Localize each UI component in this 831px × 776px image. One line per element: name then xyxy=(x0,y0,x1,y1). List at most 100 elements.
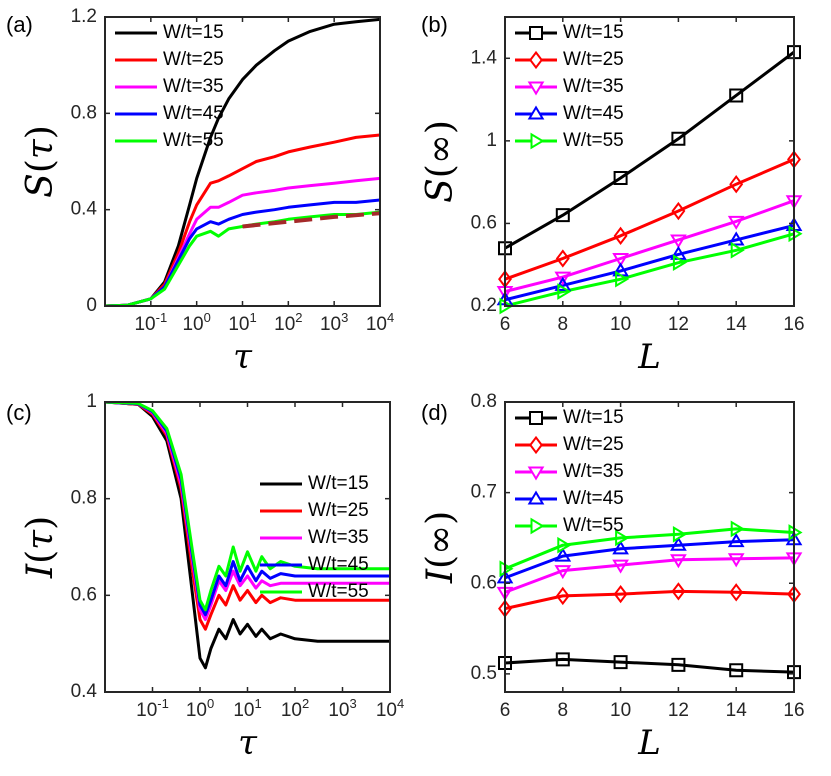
data-point-marker xyxy=(615,270,630,288)
tick-exponent: -1 xyxy=(157,696,169,711)
x-tick-label: 10-1 xyxy=(134,310,167,335)
data-point-marker xyxy=(671,657,686,672)
data-point-marker xyxy=(613,655,628,670)
data-point-marker xyxy=(555,249,570,268)
series-line-W/t=45 xyxy=(505,224,794,302)
data-point-marker xyxy=(729,175,744,194)
ylabel-paren: ) xyxy=(20,125,61,139)
tick-base: 10 xyxy=(228,314,249,335)
series-line-W/t=35 xyxy=(105,176,380,306)
data-point-marker xyxy=(730,520,745,538)
x-axis-label: L xyxy=(637,723,661,763)
y-tick-label: 0 xyxy=(86,295,97,316)
ylabel-paren: ) xyxy=(20,516,61,530)
legend-label: W/t=25 xyxy=(563,49,624,70)
series-line-W/t=35 xyxy=(505,199,794,294)
legend: W/t=15 W/t=25 W/t=35 W/t=45 W/t=55 xyxy=(515,407,624,536)
y-tick-label: 1.2 xyxy=(71,6,97,27)
x-tick-label: 12 xyxy=(668,314,689,335)
x-tick-label: 16 xyxy=(783,314,804,335)
data-point-marker xyxy=(729,663,744,678)
data-point-marker xyxy=(557,283,572,300)
tick-exponent: 3 xyxy=(349,696,356,711)
ylabel-paren: ) xyxy=(420,120,461,134)
series-line-W/t=15 xyxy=(505,657,794,674)
tick-exponent: 2 xyxy=(302,696,309,711)
legend-label: W/t=45 xyxy=(308,554,369,575)
legend-label: W/t=35 xyxy=(163,76,224,97)
ylabel-arg: ∞ xyxy=(420,525,461,555)
x-axis-label: τ xyxy=(238,723,258,763)
y-tick-label: 0.8 xyxy=(71,488,97,509)
ylabel-symbol: I xyxy=(420,568,461,584)
y-tick-label: 0.6 xyxy=(71,584,97,605)
legend-marker xyxy=(530,517,545,535)
data-point-marker xyxy=(672,525,687,543)
data-point-marker xyxy=(555,208,570,223)
ylabel-arg: τ xyxy=(20,138,61,159)
data-point-marker xyxy=(788,524,803,541)
panel-0: (a)10-1 100 101 102 103 10400.40.81.2τS(τ)W/t… xyxy=(6,6,394,377)
panel-tag: (d) xyxy=(421,400,448,425)
legend: W/t=15 W/t=25 W/t=35 W/t=45 W/t=55 xyxy=(515,22,624,151)
data-point-marker xyxy=(554,276,572,291)
x-tick-label: 14 xyxy=(726,700,748,721)
x-tick-label: 6 xyxy=(500,314,511,335)
legend-label: W/t=45 xyxy=(563,488,624,509)
data-point-marker xyxy=(727,553,745,568)
y-tick-label: 1.4 xyxy=(471,47,498,68)
data-point-marker xyxy=(498,241,512,256)
tick-base: 10 xyxy=(186,700,207,721)
data-point-marker xyxy=(670,554,687,569)
legend-label: W/t=55 xyxy=(563,130,624,151)
plot-area xyxy=(505,527,794,674)
x-tick-label: 12 xyxy=(668,700,689,721)
legend-marker xyxy=(529,50,543,70)
plot-area xyxy=(105,17,380,306)
y-tick-label: 1 xyxy=(86,391,97,412)
series-line-W/t=55 xyxy=(105,402,390,612)
x-axis-label: τ xyxy=(233,337,253,377)
y-tick-label: 0.6 xyxy=(471,572,497,593)
legend-label: W/t=25 xyxy=(163,49,224,70)
data-point-marker xyxy=(612,559,629,574)
data-point-marker xyxy=(554,271,572,286)
series-line-W/t=15 xyxy=(105,402,390,670)
data-point-marker xyxy=(671,201,686,221)
legend-label: W/t=15 xyxy=(563,22,624,43)
x-tick-label: 10-1 xyxy=(136,696,169,721)
legend-marker xyxy=(529,435,543,455)
legend: W/t=15 W/t=25 W/t=35 W/t=45 W/t=55 xyxy=(115,22,224,151)
tick-exponent: 3 xyxy=(341,310,348,325)
legend-label: W/t=15 xyxy=(308,473,369,494)
panel-1: (b) 6 8 10 12 14 16 0.2 0.6 1 1.4 L S(∞) W/t=15 W/t=25… xyxy=(420,12,805,377)
axis-frame xyxy=(504,401,795,693)
tick-exponent: 1 xyxy=(249,310,256,325)
x-tick-label: 14 xyxy=(726,314,748,335)
legend-label: W/t=55 xyxy=(163,130,224,151)
legend-label: W/t=35 xyxy=(563,461,624,482)
ylabel-paren: ( xyxy=(20,550,61,564)
data-point-marker xyxy=(787,665,801,680)
y-tick-label: 0.8 xyxy=(71,102,97,123)
panel-tag: (c) xyxy=(6,400,32,425)
x-tick-label: 103 xyxy=(328,696,356,721)
x-tick-label: 101 xyxy=(233,696,261,721)
y-tick-label: 1 xyxy=(486,130,497,151)
x-tick-label: 100 xyxy=(186,696,214,721)
x-axis-label: L xyxy=(637,337,661,377)
ylabel-paren: ( xyxy=(420,555,461,569)
series-line-W/t=55 xyxy=(505,527,794,571)
data-point-marker xyxy=(612,253,629,268)
series-line-W/t=25 xyxy=(105,133,380,306)
series-line-W/t=55 xyxy=(105,210,380,306)
legend: W/t=15 W/t=25 W/t=35 W/t=45 W/t=55 xyxy=(260,473,369,602)
tick-exponent: 2 xyxy=(295,310,302,325)
panel-tag: (b) xyxy=(421,12,448,37)
x-tick-label: 101 xyxy=(228,310,256,335)
legend-marker xyxy=(529,26,543,40)
tick-base: 10 xyxy=(376,700,397,721)
tick-base: 10 xyxy=(328,700,349,721)
y-axis-label: S(∞) xyxy=(420,120,461,203)
